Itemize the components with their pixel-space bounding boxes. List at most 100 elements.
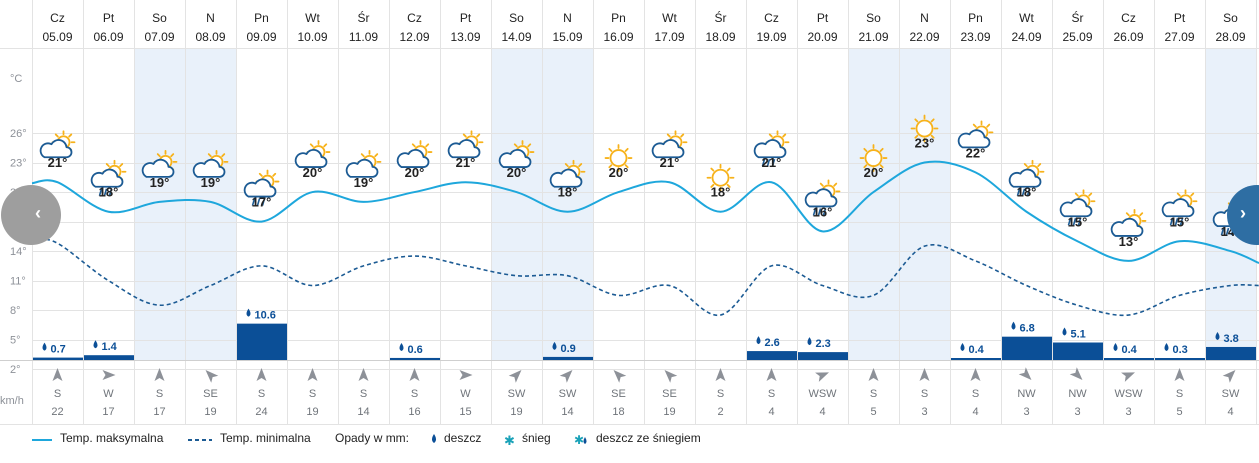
wind-direction: S	[360, 388, 367, 400]
weather-partly-cloudy-icon	[1110, 209, 1147, 237]
sun-disc	[864, 149, 883, 167]
prev-arrow-button[interactable]: ‹	[1, 185, 61, 245]
legend-snow-icon: ✱	[504, 433, 515, 448]
wind-arrow-shape	[459, 370, 473, 380]
wind-arrow-shape	[1174, 368, 1185, 381]
wind-unit: km/h	[0, 395, 24, 407]
rain-streak	[261, 198, 266, 206]
wind-speed: 24	[255, 406, 267, 418]
day-date: 22.09	[909, 30, 939, 44]
max-temp-label: 19°	[150, 175, 170, 190]
weather-partly-cloudy-rain-icon	[243, 169, 280, 206]
rain-streak	[771, 158, 776, 167]
weekend-column	[185, 48, 236, 360]
weather-partly-cloudy-rain-icon	[804, 179, 841, 216]
wind-arrow-icon	[664, 370, 678, 383]
cloud-shape	[1161, 198, 1195, 218]
weather-partly-cloudy-icon	[957, 120, 994, 149]
weather-partly-cloudy-icon	[192, 149, 229, 178]
max-temp-label: 21°	[456, 155, 476, 170]
wind-arrow-icon	[970, 368, 981, 381]
day-of-week: Pn	[611, 11, 626, 25]
sun-ray	[476, 133, 481, 138]
day-of-week: Śr	[358, 10, 370, 25]
sun-ray	[513, 143, 518, 148]
day-of-week: Cz	[1121, 11, 1136, 25]
wind-arrow-shape	[766, 368, 777, 381]
cloud-shape	[957, 129, 991, 149]
sun-ray	[1088, 192, 1093, 197]
day-date: 08.09	[195, 30, 225, 44]
sun-ray	[462, 133, 467, 138]
weather-sunny-icon	[910, 114, 939, 143]
max-temp-label: 15°	[1068, 214, 1088, 229]
wind-speed: 15	[459, 406, 471, 418]
day-of-week: Śr	[1072, 10, 1084, 25]
weekend-background	[134, 48, 1256, 360]
sun-ray	[1125, 212, 1130, 217]
rain-streak	[761, 158, 766, 167]
wind-row: S22W17S17SE19S24S19S14S16W15SW19SW14SE18…	[51, 367, 1240, 418]
precip-bar	[543, 356, 593, 360]
wind-speed: 19	[204, 406, 216, 418]
rain-drop-icon	[807, 337, 812, 346]
precip-label: 6.8	[1020, 323, 1035, 335]
rain-streak	[256, 198, 261, 206]
cloud-shape	[396, 148, 430, 168]
sun-ray	[119, 163, 124, 167]
sun-ray	[624, 147, 629, 152]
wind-direction: SE	[611, 388, 626, 400]
legend-min-label: Temp. minimalna	[220, 431, 311, 445]
chevron-left-icon: ‹	[35, 203, 41, 223]
legend-sleet-drop-icon	[583, 437, 587, 444]
wind-speed: 19	[510, 406, 522, 418]
day-date: 17.09	[654, 30, 684, 44]
wind-direction: SW	[1222, 388, 1240, 400]
max-temp-label: 20°	[303, 165, 323, 180]
precip-bar	[1206, 346, 1256, 360]
precip-label: 3.8	[1224, 333, 1239, 345]
precip-label: 2.6	[765, 337, 780, 349]
day-date: 16.09	[603, 30, 633, 44]
day-date: 24.09	[1011, 30, 1041, 44]
weekend-column	[134, 48, 185, 360]
wind-arrow-shape	[409, 368, 420, 381]
legend-rain-drop-icon	[432, 434, 436, 443]
temperature-labels: 21° 18° 19° 19° 17° 20° 19° 20° 21° 20° 18° 20° 21° 1…	[48, 136, 1241, 249]
sun-disc	[609, 149, 628, 167]
max-temp-label: 20°	[405, 165, 425, 180]
sun-ray	[374, 153, 379, 158]
day-of-week: Cz	[764, 11, 779, 25]
precip-label: 0.7	[51, 344, 66, 356]
sun-ray	[411, 143, 416, 148]
wind-arrow-icon	[102, 370, 116, 380]
sun-ray	[710, 167, 715, 172]
max-temp-label: 18°	[558, 185, 578, 200]
day-of-week: N	[920, 11, 929, 25]
wind-speed: 5	[1176, 406, 1182, 418]
weather-partly-cloudy-rain-icon	[1161, 189, 1198, 226]
day-date: 09.09	[246, 30, 276, 44]
rain-drop-icon	[1011, 321, 1016, 330]
cloud-shape	[1008, 168, 1042, 188]
wind-arrow-icon	[307, 368, 318, 381]
rain-streak	[1179, 218, 1184, 226]
day-of-week: N	[563, 11, 572, 25]
sun-ray	[1190, 192, 1195, 197]
sun-ray	[930, 118, 935, 123]
rain-streak	[1021, 188, 1026, 196]
rain-streak	[766, 158, 771, 167]
sun-ray	[608, 147, 613, 152]
day-date: 25.09	[1062, 30, 1092, 44]
cloud-shape	[294, 148, 328, 168]
wind-direction: S	[972, 388, 979, 400]
day-of-week: So	[1223, 11, 1238, 25]
sun-ray	[879, 164, 884, 169]
precip-bar	[747, 351, 797, 360]
rain-drop-icon	[1215, 331, 1220, 340]
wind-arrow-shape	[205, 370, 219, 383]
wind-arrow-icon	[52, 368, 63, 381]
max-temp-label: 22°	[966, 145, 986, 160]
wind-speed: 5	[870, 406, 876, 418]
max-temp-label: 18°	[711, 185, 731, 200]
